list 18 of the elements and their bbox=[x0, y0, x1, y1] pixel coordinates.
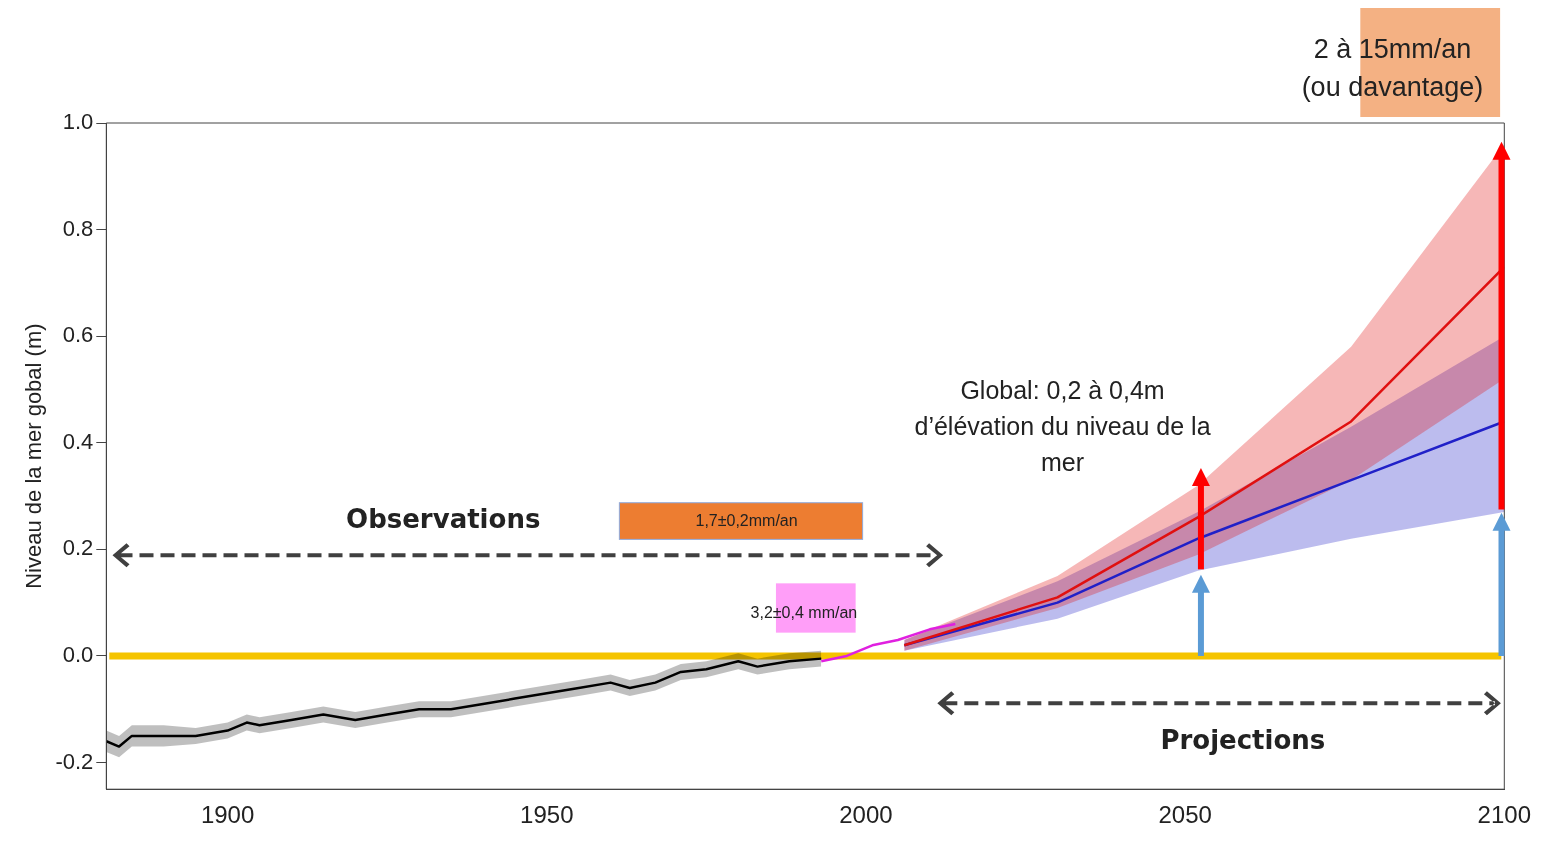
annotation: Projections bbox=[1159, 724, 1327, 755]
annotation: 3,2±0,4 mm/an bbox=[749, 603, 859, 622]
y-tick-label: 0.4 bbox=[62, 428, 94, 454]
y-tick-label: -0.2 bbox=[55, 748, 94, 774]
x-tick-label: 2000 bbox=[839, 801, 893, 829]
y-axis-title: Niveau de la mer gobal (m) bbox=[21, 323, 47, 589]
x-tick-label: 1950 bbox=[520, 801, 574, 829]
y-tick-label: 1.0 bbox=[62, 109, 94, 135]
y-tick-label: 0.0 bbox=[62, 642, 94, 668]
annotation: Observations bbox=[345, 503, 542, 534]
x-tick-label: 2050 bbox=[1158, 801, 1212, 829]
y-tick-label: 0.8 bbox=[62, 215, 94, 241]
y-tick-label: 0.6 bbox=[62, 322, 94, 348]
x-tick-label: 2100 bbox=[1477, 801, 1531, 829]
y-tick-label: 0.2 bbox=[62, 535, 94, 561]
annotation: Global: 0,2 à 0,4m d’élévation du niveau de la mer bbox=[913, 375, 1212, 479]
annotation: 1,7±0,2mm/an bbox=[694, 511, 799, 532]
x-tick-label: 1900 bbox=[200, 801, 255, 829]
